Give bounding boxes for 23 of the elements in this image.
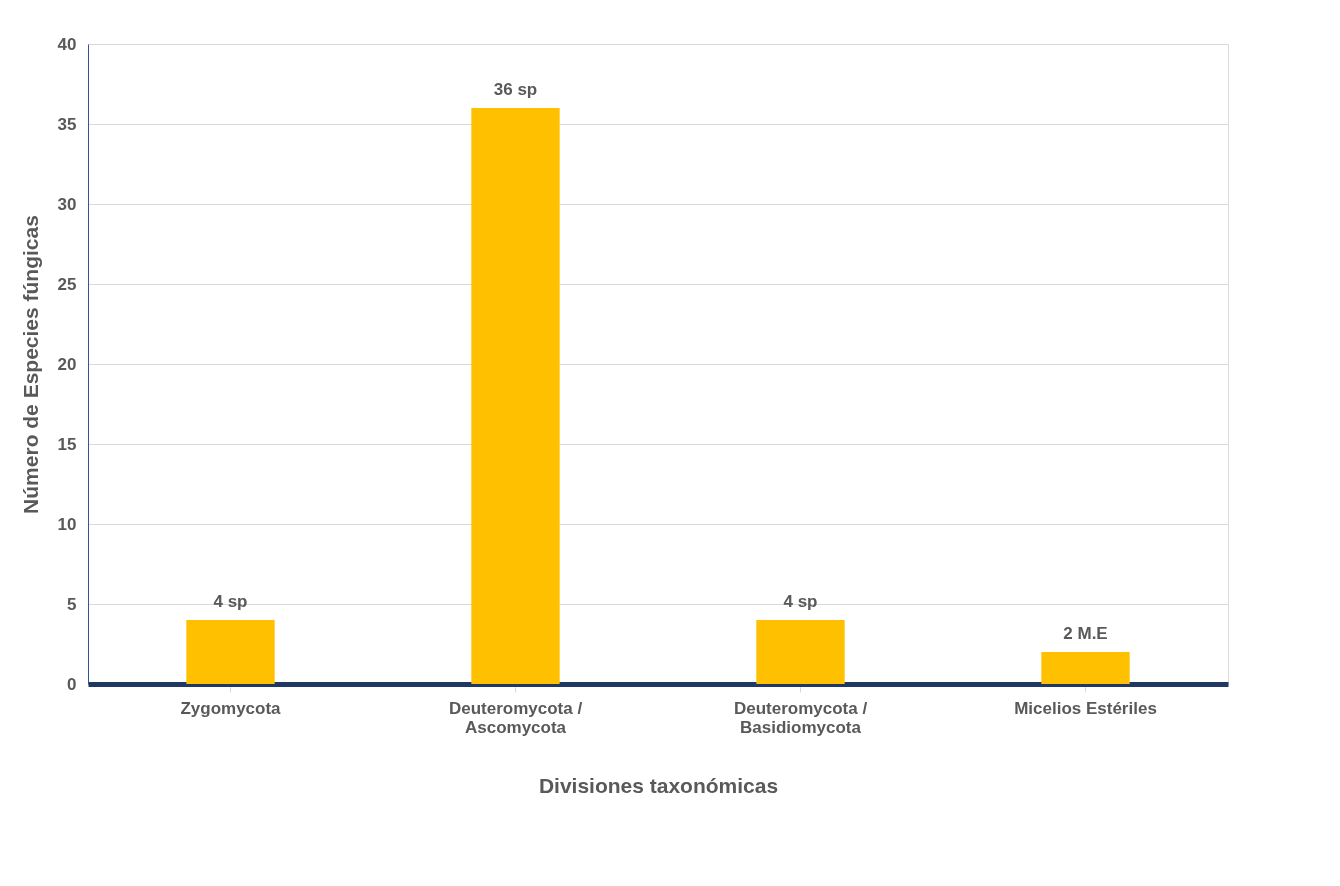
bar [471,108,560,684]
y-tick-label: 20 [57,354,77,374]
y-tick-label: 0 [67,674,77,694]
x-tick-label: Micelios Estériles [1014,698,1157,718]
data-label: 4 sp [783,592,818,611]
x-tick-label: Deuteromycota / Basidiomycota [733,698,868,737]
bar [186,620,275,684]
bar [1041,652,1130,684]
y-tick-label: 25 [57,274,77,294]
x-tick-label: Deuteromycota / Ascomycota [448,698,583,737]
y-tick-label: 5 [67,594,77,614]
y-tick-label: 30 [57,194,77,214]
x-tick-label: Zygomycota [180,698,282,718]
y-tick-label: 35 [57,114,77,134]
data-label: 36 sp [493,80,538,99]
bar [756,620,845,684]
data-label: 2 M.E [1063,624,1108,643]
y-tick-label: 15 [57,434,77,454]
y-axis-title: Número de Especies fúngicas [18,215,42,514]
x-axis-title: Divisiones taxonómicas [538,773,779,797]
y-tick-label: 10 [57,514,77,534]
data-label: 4 sp [213,592,248,611]
y-tick-label: 40 [57,34,77,54]
